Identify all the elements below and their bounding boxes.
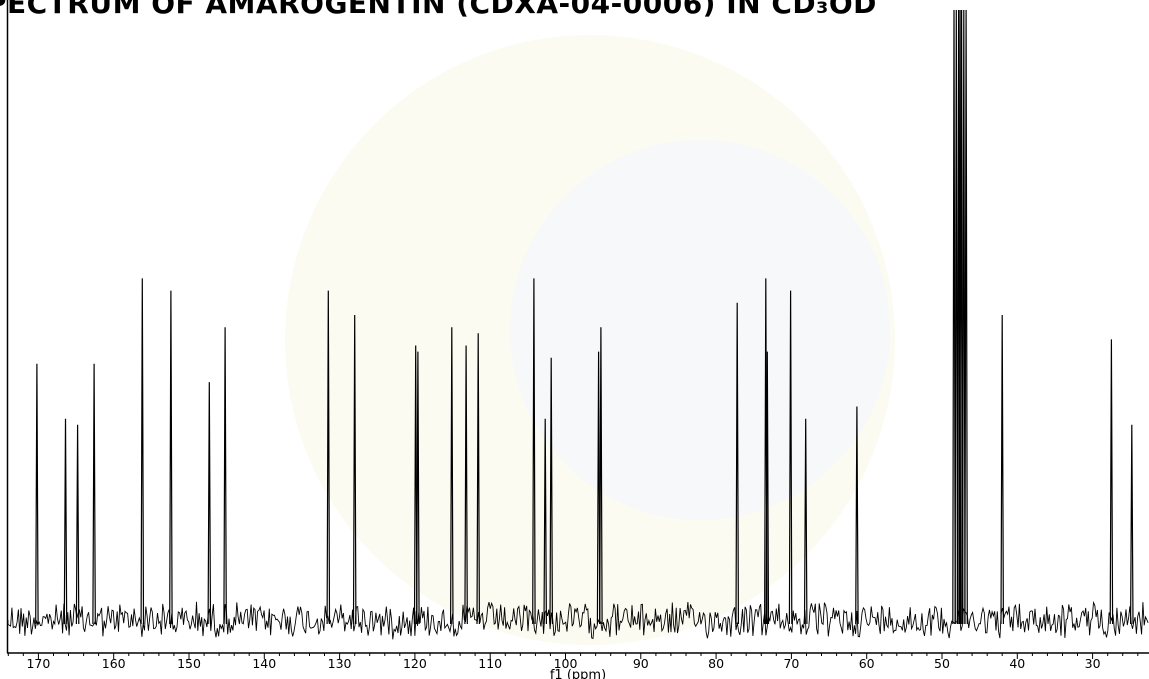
spectrum-peak [464,345,468,625]
spectrum-peak [954,9,959,625]
watermark-logo [285,35,895,645]
spectrum-peak [1109,339,1114,625]
spectrum-peak [1000,314,1004,625]
spectrum-peak [596,351,601,625]
spectrum-peak [326,290,331,625]
spectrum-peak [207,382,212,625]
spectrum-peak [952,9,956,625]
spectrum-peak [803,418,808,625]
spectrum-peak [75,424,80,625]
spectrum-peak [476,333,480,625]
spectrum-peak [223,327,227,625]
spectrum-peak [532,278,536,625]
x-tick-label: 100 [554,656,578,671]
x-tick-label: 160 [102,656,126,671]
spectrum-peak [962,9,966,625]
spectrum-peak [549,357,553,625]
watermark-shape [510,140,890,520]
x-tick-label: 50 [934,656,950,671]
x-tick-label: 60 [859,656,875,671]
x-axis-label: f1 (ppm) [550,668,606,679]
spectrum-peak [352,314,357,625]
x-tick-label: 80 [708,656,724,671]
spectrum-peak [964,9,968,625]
chart-title: PECTRUM OF AMAROGENTIN (CDXA-04-0006) IN… [0,0,877,20]
spectrum-peak [35,363,39,625]
spectrum-peak [450,327,454,625]
x-tick-label: 90 [633,656,649,671]
spectrum-peak [543,418,547,625]
spectrum-peak [416,351,420,625]
x-tick-label: 150 [177,656,201,671]
spectrum-peak [735,302,739,625]
spectrum-peak [140,278,145,625]
spectrum-peak [599,327,603,625]
x-tick-label: 30 [1085,656,1101,671]
spectrum-peak [788,290,793,625]
spectrum-peak [413,345,418,625]
x-tick-label: 170 [26,656,50,671]
spectrum-peak [169,290,173,625]
x-tick-label: 120 [403,656,427,671]
x-tick-label: 40 [1009,656,1025,671]
spectrum-peak [92,363,96,625]
spectrum-peak [1130,424,1134,625]
x-tick-label: 70 [783,656,799,671]
x-tick-label: 110 [478,656,502,671]
spectrum-peak [765,351,770,625]
x-tick-label: 140 [252,656,276,671]
spectrum-peak [63,418,68,625]
spectrum-peak [855,406,859,625]
x-tick-label: 130 [328,656,352,671]
